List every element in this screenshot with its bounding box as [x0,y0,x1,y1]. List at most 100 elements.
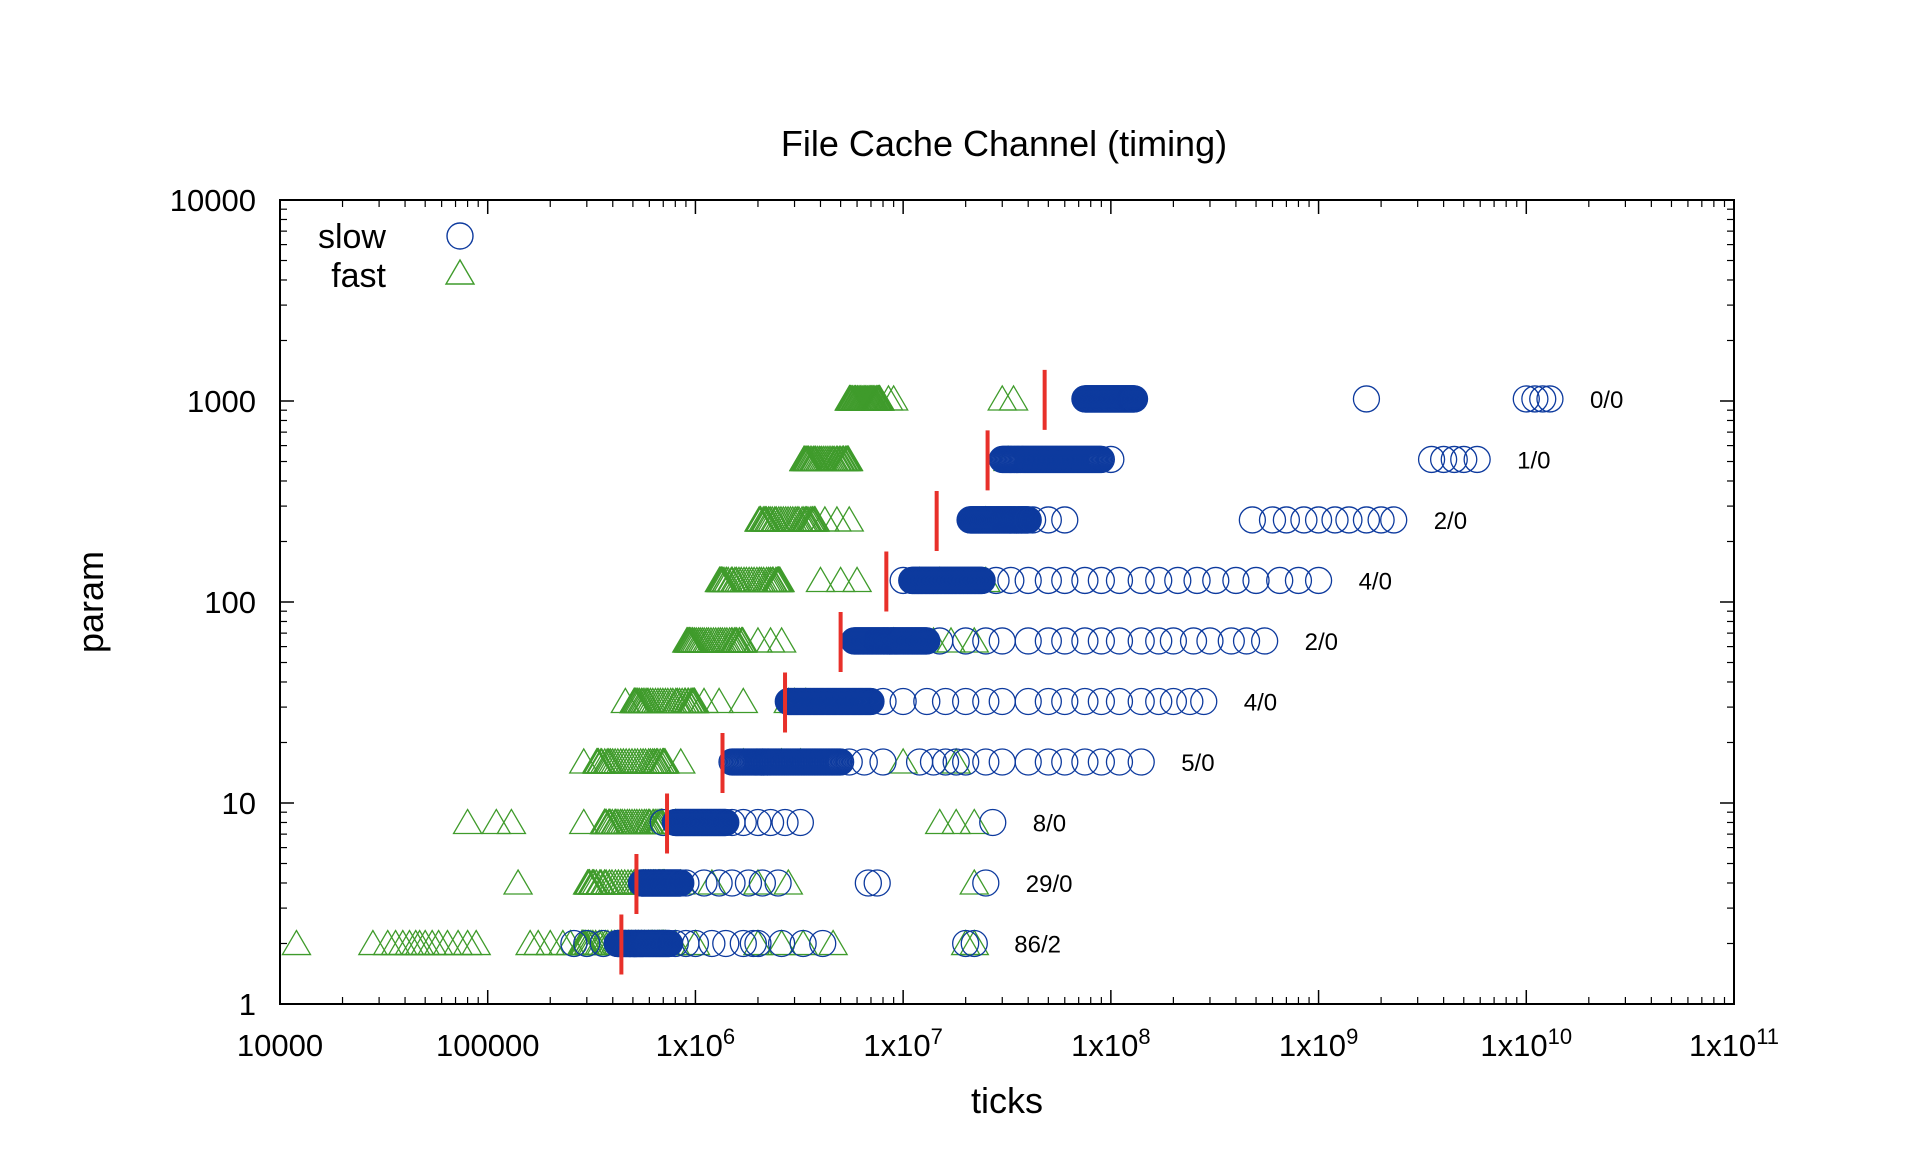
slow-point [1105,566,1134,595]
slow-point [1321,506,1349,534]
slow-point [729,929,757,958]
x-tick-label: 10000 [237,1028,323,1063]
slow-point [1463,445,1491,474]
slow-point [1272,506,1301,534]
slow-point [1417,445,1446,474]
slow-point [1120,385,1149,413]
fast-point [940,747,972,774]
slow-point [1087,566,1116,595]
slow-point [1014,566,1042,595]
y-axis-label: param [70,551,111,653]
slow-point [667,869,695,897]
slow-point [1014,687,1042,716]
slow-point [1238,506,1267,534]
slow-point [748,869,777,897]
fast-point [825,566,856,593]
row-label-256: 2/0 [1434,508,1467,535]
slow-point [1127,566,1155,595]
slow-point [1450,445,1478,474]
slow-point [1258,506,1287,534]
slow-point [982,566,1010,595]
slow-point [972,869,1000,897]
row-128-marks [704,566,1333,595]
slow-point [1512,385,1540,413]
y-tick-label: 1 [239,987,256,1022]
x-tick-labels: 10000 100000 1x106 1x107 1x108 1x109 1x1010 1x1… [237,1024,1779,1063]
slow-point [734,869,763,897]
fast-point [764,566,796,593]
slow-point [1367,506,1395,534]
fast-point [481,808,512,835]
fast-point [773,868,804,895]
slow-point [1127,748,1155,776]
slow-point [1352,385,1381,413]
slow-point [712,808,740,837]
row-label-2: 86/2 [1014,931,1061,958]
axis-ticks [279,199,1735,1005]
slow-point [698,929,726,958]
slow-point [1051,627,1079,655]
x-axis-label: ticks [971,1080,1043,1121]
slow-point [1266,566,1294,595]
fast-point [817,929,849,956]
slow-point [1183,566,1211,595]
slow-point [1097,445,1125,474]
row-label-4: 29/0 [1026,871,1073,898]
fast-point [703,687,735,714]
fast-point [742,929,774,956]
slow-point [1202,566,1230,595]
slow-point [573,929,601,958]
slow-point [1051,566,1079,595]
fast-point [728,687,759,714]
slow-point [1127,687,1155,716]
slow-point [1087,748,1116,776]
slow-point [952,748,980,776]
row-label-512: 1/0 [1517,447,1550,474]
slow-point [1051,687,1079,716]
row-8-marks [452,808,1007,837]
slow-point [1087,627,1116,655]
slow-point [729,808,757,837]
slow-point [972,627,1000,655]
slow-point [1222,566,1250,595]
row-label-16: 5/0 [1181,750,1214,777]
slow-point [1529,385,1557,413]
slow-point [661,929,689,958]
slow-point [739,929,767,958]
fast-point [568,747,599,774]
slow-point [826,748,855,776]
row-32-marks [610,687,1218,716]
slow-point [1034,506,1062,534]
fast-point [648,747,680,774]
slow-point [952,687,980,716]
fast-point [832,445,863,472]
x-tick-label: 1x108 [1071,1024,1150,1063]
slow-point [672,869,700,897]
fast-point [959,868,990,895]
slow-point [718,869,746,897]
slow-point [968,566,996,595]
slow-point [1051,506,1079,534]
fast-point [878,384,909,411]
slow-point [1242,566,1270,595]
slow-point [1190,687,1218,716]
slow-point [690,869,718,897]
slow-point [1380,506,1408,534]
fast-point [766,929,797,956]
slow-point [854,869,883,897]
slow-point [1159,687,1188,716]
x-tick-label: 1x1010 [1480,1024,1572,1063]
slow-point [1018,506,1047,534]
slow-point [767,929,796,958]
slow-point [919,748,948,776]
slow-point [835,748,863,776]
fast-point [766,626,797,653]
slow-point [1071,566,1099,595]
slow-point [789,929,817,958]
row-1024-marks [834,384,1564,413]
slow-point [972,748,1000,776]
slow-point [857,687,885,716]
slow-point [1179,627,1208,655]
slow-point [1304,566,1333,595]
